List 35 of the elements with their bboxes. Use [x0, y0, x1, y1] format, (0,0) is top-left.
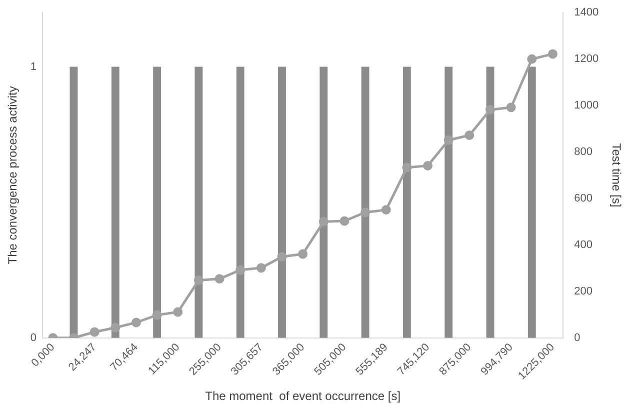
point [90, 327, 100, 337]
y-tick-label: 1 [30, 60, 37, 73]
point [360, 208, 370, 218]
y2-tick-label: 1000 [574, 100, 599, 112]
point [214, 274, 224, 284]
y2-tick-label: 400 [574, 238, 592, 251]
point [527, 54, 537, 64]
y2-tick-label: 1400 [574, 6, 599, 19]
x-axis-title: The moment of event occurrence [s] [205, 389, 401, 404]
point [110, 322, 120, 332]
point [298, 249, 308, 259]
point [402, 162, 412, 172]
point [194, 275, 204, 285]
point [381, 205, 391, 215]
point [256, 263, 266, 273]
y2-tick-label: 800 [574, 146, 592, 158]
point [318, 216, 328, 226]
point [506, 102, 516, 112]
point [423, 160, 433, 170]
y2-tick-label: 200 [574, 285, 592, 298]
point [131, 318, 141, 328]
point [152, 310, 162, 320]
point [340, 216, 350, 226]
point [173, 307, 183, 317]
point [444, 135, 454, 145]
y2-tick-label: 0 [574, 332, 580, 344]
y2-tick-label: 1200 [574, 53, 599, 66]
y2-tick-label: 600 [574, 192, 592, 204]
y-axis-title: The convergence process activity [6, 86, 20, 264]
point [548, 49, 558, 59]
point [277, 252, 287, 262]
point [236, 265, 246, 275]
point [464, 130, 474, 140]
point [485, 104, 495, 114]
y2-axis-title: Test time [s] [609, 143, 624, 208]
